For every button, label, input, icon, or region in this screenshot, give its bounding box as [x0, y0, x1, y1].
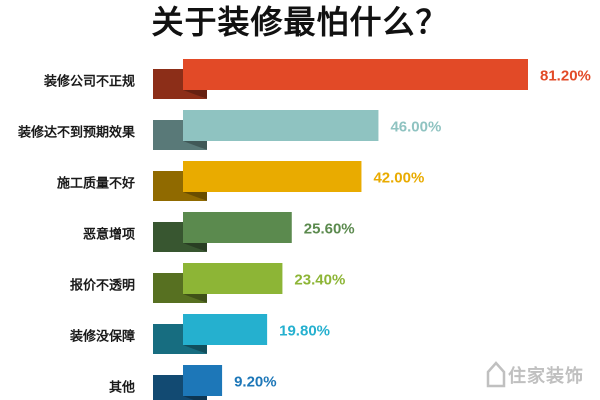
bar-fold-5 — [183, 345, 207, 354]
category-label-4: 报价不透明 — [70, 279, 135, 294]
value-label-1: 46.00% — [390, 119, 441, 136]
category-label-0: 装修公司不正规 — [43, 74, 135, 90]
watermark-text: 住家装饰 — [508, 366, 584, 387]
value-label-3: 25.60% — [304, 221, 355, 238]
bar-fold-2 — [183, 192, 207, 201]
value-label-4: 23.40% — [294, 272, 345, 289]
bar-tab-4 — [153, 273, 207, 303]
bar-3 — [183, 212, 292, 243]
bar-fold-0 — [183, 90, 207, 99]
category-label-6: 其他 — [109, 380, 135, 396]
bar-tab-0 — [153, 69, 207, 99]
bar-4 — [183, 263, 283, 294]
bar-tab-2 — [153, 171, 207, 201]
category-label-3: 恶意增项 — [83, 227, 135, 243]
bar-6 — [183, 365, 223, 396]
bar-fold-3 — [183, 243, 207, 252]
category-label-5: 装修没保障 — [69, 329, 135, 345]
house-icon — [486, 361, 506, 388]
value-label-0: 81.20% — [540, 68, 591, 85]
bar-1 — [183, 110, 379, 141]
page-title: 关于装修最怕什么？ — [151, 3, 449, 41]
bar-fold-6 — [183, 396, 207, 400]
bar-tab-5 — [153, 324, 207, 354]
value-label-2: 42.00% — [373, 170, 424, 187]
bar-tab-3 — [153, 222, 207, 252]
value-label-6: 9.20% — [234, 374, 277, 391]
category-label-1: 装修达不到预期效果 — [17, 125, 135, 141]
bar-5 — [183, 314, 268, 345]
bar-2 — [183, 161, 362, 192]
bar-fold-1 — [183, 141, 207, 150]
bar-tab-1 — [153, 120, 207, 150]
watermark-logo: 住家装饰 — [486, 360, 598, 396]
bar-0 — [183, 59, 528, 90]
value-label-5: 19.80% — [279, 323, 330, 340]
bar-fold-4 — [183, 294, 207, 303]
category-label-2: 施工质量不好 — [57, 176, 135, 192]
